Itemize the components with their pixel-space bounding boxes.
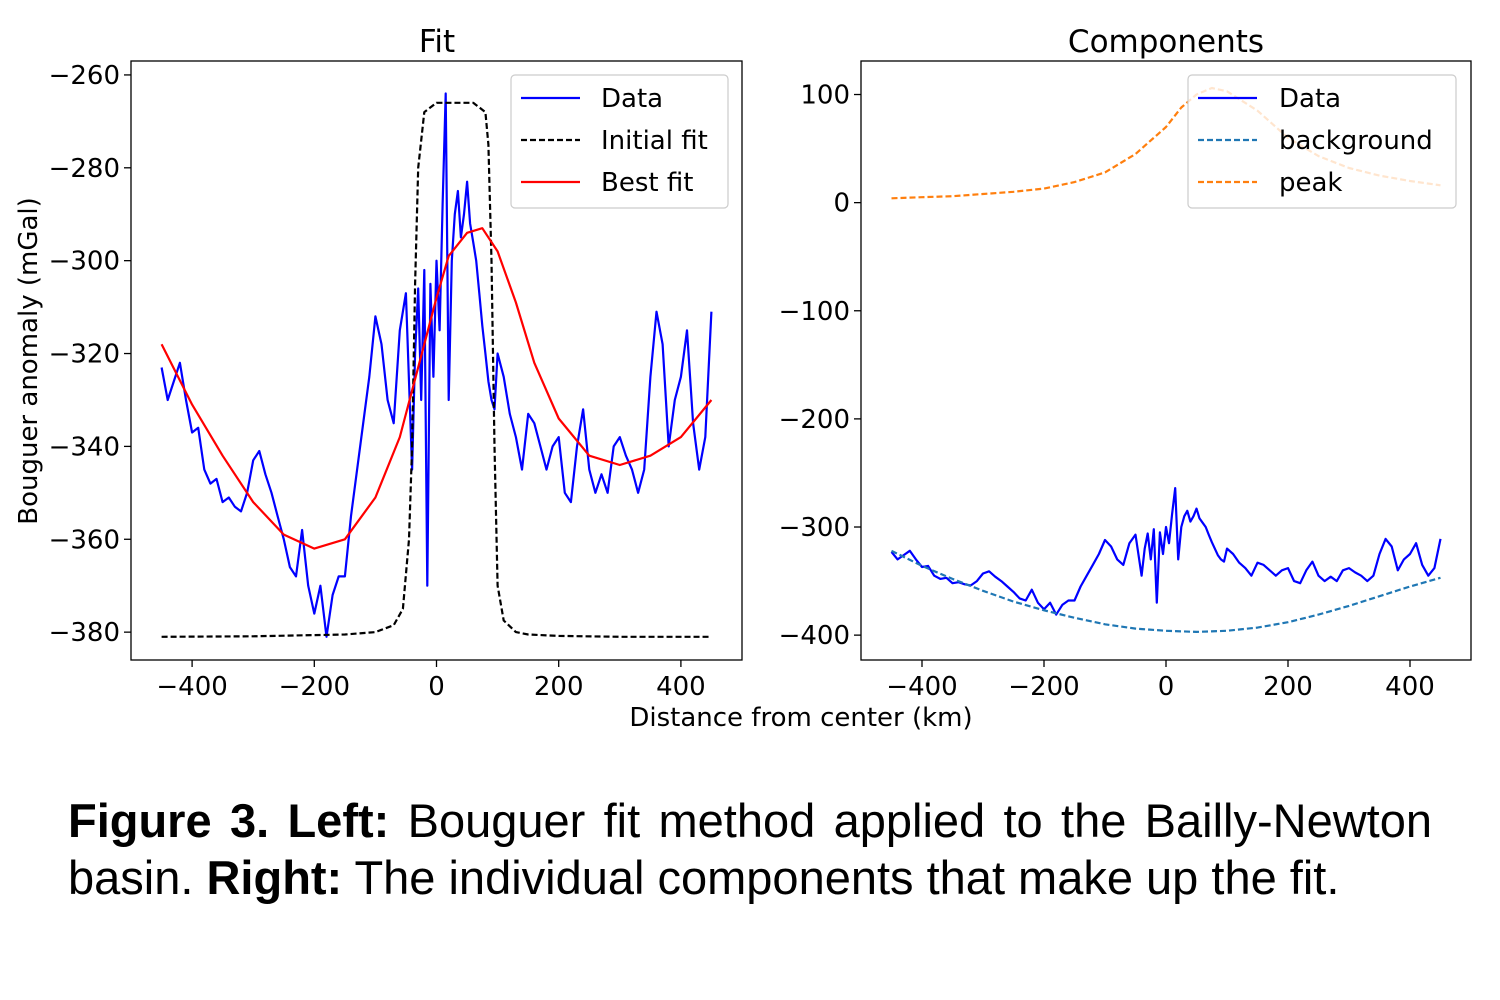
fit-ytick-label: −360 bbox=[49, 525, 120, 555]
components-xtick-label: 200 bbox=[1263, 672, 1313, 702]
fit-plot-area: −400 −200 0 200 400 −380 −360 −340 −320 −300 −280 −… bbox=[49, 60, 743, 702]
fit-series-data bbox=[160, 92, 713, 638]
caption-right-text: The individual components that make up t… bbox=[354, 851, 1340, 904]
shared-xlabel: Distance from center (km) bbox=[629, 703, 972, 733]
fit-xtick-label: 0 bbox=[428, 672, 445, 702]
components-series-background bbox=[891, 549, 1441, 634]
components-ytick-label: 100 bbox=[800, 81, 850, 111]
components-xtick-label: −200 bbox=[1008, 672, 1079, 702]
components-plot-area: −400 −200 0 200 400 −400 −300 −200 −100 0 100 Data b… bbox=[779, 60, 1472, 702]
fit-ylabel: Bouguer anomaly (mGal) bbox=[14, 197, 44, 525]
components-series-data bbox=[890, 487, 1442, 616]
components-series-peak bbox=[891, 86, 1441, 200]
components-ytick-label: −200 bbox=[779, 405, 850, 435]
fit-xtick-label: −200 bbox=[279, 672, 350, 702]
components-ytick-label: −100 bbox=[779, 297, 850, 327]
components-xtick-label: 400 bbox=[1385, 672, 1435, 702]
fit-xtick-label: 400 bbox=[656, 672, 706, 702]
components-legend-label-background: background bbox=[1279, 126, 1433, 156]
fit-legend-label-data: Data bbox=[601, 84, 663, 114]
components-legend-label-data: Data bbox=[1279, 84, 1341, 114]
figure-svg: Fit Bouguer anomaly (mGal) −400 −200 0 200 4… bbox=[14, 24, 1472, 733]
figure-caption: Figure 3. Left: Bouguer fit method appli… bbox=[68, 792, 1432, 906]
fit-xtick-label: 200 bbox=[534, 672, 584, 702]
components-ytick-label: −400 bbox=[779, 621, 850, 651]
components-ytick-label: −300 bbox=[779, 513, 850, 543]
caption-right-label: Right: bbox=[206, 851, 343, 904]
fit-ytick-label: −340 bbox=[49, 432, 120, 462]
components-ytick-label: 0 bbox=[833, 189, 850, 219]
caption-left-label: Left: bbox=[287, 794, 390, 847]
fit-ytick-label: −260 bbox=[49, 61, 120, 91]
components-legend: Data background peak bbox=[1187, 74, 1457, 209]
components-xtick-label: 0 bbox=[1158, 672, 1175, 702]
components-legend-label-peak: peak bbox=[1279, 168, 1343, 198]
fit-ytick-label: −320 bbox=[49, 340, 120, 370]
caption-left-text: Bouguer fit method applied to the Bailly… bbox=[68, 794, 1432, 904]
fit-legend-label-best-fit: Best fit bbox=[601, 168, 693, 198]
fit-panel: Fit Bouguer anomaly (mGal) −400 −200 0 200 4… bbox=[14, 24, 743, 702]
fit-series-best-fit bbox=[160, 227, 713, 550]
fit-ytick-label: −280 bbox=[49, 154, 120, 184]
components-title: Components bbox=[1068, 24, 1264, 60]
fit-legend: Data Initial fit Best fit bbox=[510, 74, 729, 209]
fit-ytick-label: −300 bbox=[49, 247, 120, 277]
fit-ytick-label: −380 bbox=[49, 618, 120, 648]
caption-figure-label: Figure 3. bbox=[68, 794, 270, 847]
fit-series-initial-fit bbox=[161, 101, 712, 638]
fit-legend-frame bbox=[510, 74, 729, 209]
components-legend-frame bbox=[1187, 74, 1457, 209]
components-panel: Components −400 −200 0 200 400 −400 −300 −200 −1… bbox=[779, 24, 1472, 702]
fit-title: Fit bbox=[419, 24, 455, 60]
fit-xtick-label: −400 bbox=[156, 672, 227, 702]
fit-legend-label-initial-fit: Initial fit bbox=[601, 126, 708, 156]
components-xtick-label: −400 bbox=[886, 672, 957, 702]
